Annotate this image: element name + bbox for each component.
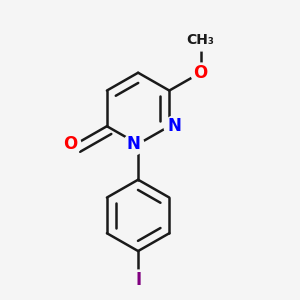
Text: N: N: [126, 135, 140, 153]
Text: O: O: [194, 64, 208, 82]
Text: I: I: [135, 271, 141, 289]
Text: CH₃: CH₃: [187, 33, 214, 47]
Text: N: N: [167, 117, 181, 135]
Text: O: O: [63, 135, 77, 153]
